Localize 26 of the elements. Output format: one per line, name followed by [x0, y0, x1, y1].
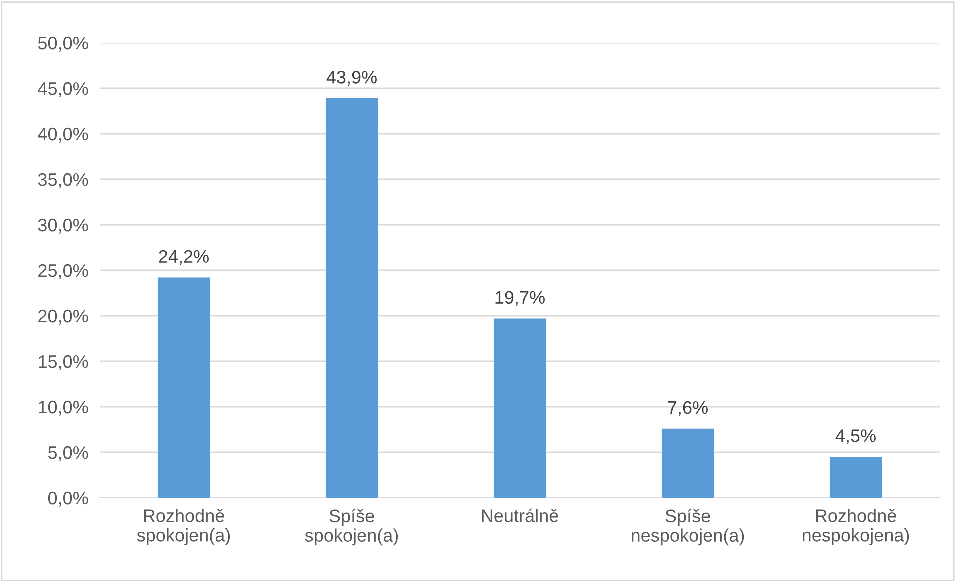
y-tick-label: 50,0% [38, 36, 88, 52]
y-tick-label: 25,0% [38, 264, 88, 280]
y-tick-label: 30,0% [38, 218, 88, 234]
y-tick-label: 45,0% [38, 82, 88, 98]
data-label: 24,2% [159, 250, 209, 266]
y-tick-label: 40,0% [38, 128, 88, 143]
y-tick-label: 10,0% [39, 400, 88, 416]
y-tick-label: 20,0% [38, 310, 88, 325]
x-tick-label: Spíše spokojen(a) [305, 509, 398, 546]
data-label: 4,5% [836, 430, 876, 445]
bar [158, 278, 210, 498]
bar [830, 457, 882, 498]
y-tick-label: 15,0% [39, 355, 88, 370]
x-tick-label: Rozhodně nespokojena) [802, 509, 910, 546]
x-tick-label: Spíše nespokojen(a) [632, 509, 744, 546]
y-tick-label: 35,0% [38, 173, 88, 188]
bar [494, 318, 546, 498]
y-tick-label: 5,0% [48, 446, 88, 462]
y-tick-label: 0,0% [48, 492, 88, 507]
x-tick-label: Neutrálně [482, 508, 558, 522]
bar [326, 98, 378, 498]
data-label: 43,9% [326, 71, 377, 86]
x-tick-label: Rozhodně spokojen(a) [137, 509, 230, 546]
data-label: 7,6% [668, 401, 708, 416]
data-label: 19,7% [496, 291, 545, 306]
bar [662, 428, 714, 498]
